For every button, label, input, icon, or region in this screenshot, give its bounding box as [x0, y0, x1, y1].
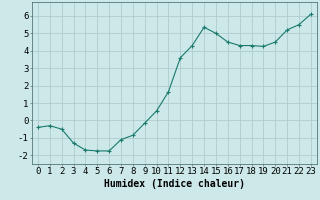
X-axis label: Humidex (Indice chaleur): Humidex (Indice chaleur) [104, 179, 245, 189]
